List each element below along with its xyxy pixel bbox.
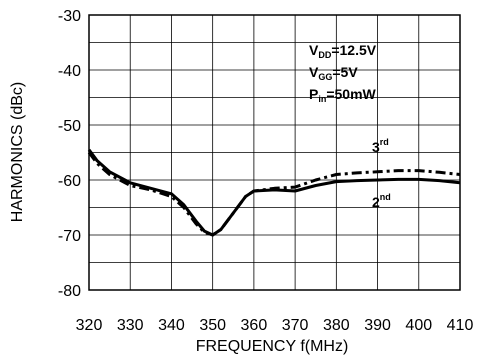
x-tick-label: 370 xyxy=(282,317,309,334)
series-label-2nd: 2nd xyxy=(372,192,391,210)
annotation-pin: Pin=50mW xyxy=(309,86,377,104)
y-tick-label: -60 xyxy=(58,173,81,190)
x-tick-label: 320 xyxy=(76,317,103,334)
x-tick-label: 330 xyxy=(117,317,144,334)
x-axis-title: FREQUENCY f(MHz) xyxy=(196,338,349,355)
y-tick-label: -50 xyxy=(58,118,81,135)
y-axis-title: HARMONICS (dBc) xyxy=(9,82,26,222)
x-tick-label: 350 xyxy=(199,317,226,334)
series-lines xyxy=(87,148,461,237)
x-tick-label: 410 xyxy=(447,317,474,334)
annotation-vdd: VDD=12.5V xyxy=(309,42,377,60)
x-tick-labels: 320 330 340 350 360 370 380 390 400 410 xyxy=(76,317,474,334)
x-tick-label: 380 xyxy=(323,317,350,334)
x-tick-label: 340 xyxy=(158,317,185,334)
annotation-vgg: VGG=5V xyxy=(309,64,358,82)
y-tick-label: -30 xyxy=(58,8,81,25)
x-tick-label: 390 xyxy=(364,317,391,334)
y-tick-label: -70 xyxy=(58,228,81,245)
y-tick-label: -80 xyxy=(58,283,81,300)
x-tick-label: 360 xyxy=(241,317,268,334)
x-tick-label: 400 xyxy=(405,317,432,334)
y-tick-labels: -30 -40 -50 -60 -70 -80 xyxy=(58,8,81,300)
series-label-3rd: 3rd xyxy=(372,137,389,155)
series-line-3rd xyxy=(87,151,461,237)
series-line-2nd xyxy=(87,148,461,237)
y-tick-label: -40 xyxy=(58,63,81,80)
grid-lines xyxy=(89,15,460,290)
